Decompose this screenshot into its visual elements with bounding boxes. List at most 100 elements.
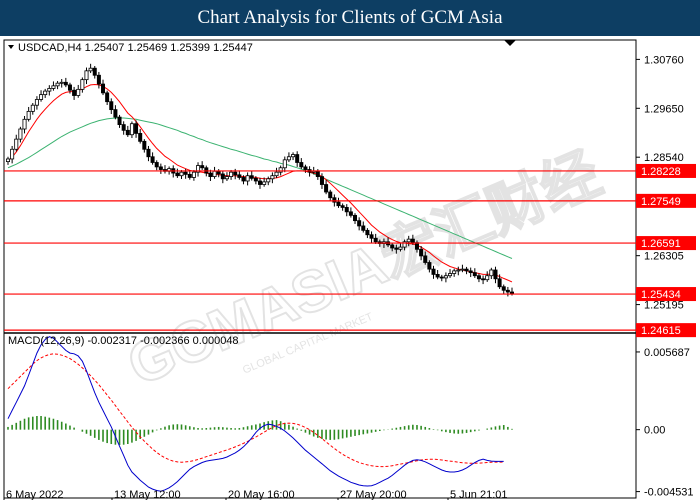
macd-tick-label: 0.005687 xyxy=(644,347,690,359)
candle-body xyxy=(175,172,180,177)
candle-body xyxy=(443,275,448,279)
candle-body xyxy=(30,104,35,112)
candle-body xyxy=(233,171,238,176)
candle-body xyxy=(179,171,184,177)
candle xyxy=(489,267,494,280)
candle-body xyxy=(158,166,163,170)
level-label: 1.26591 xyxy=(641,238,681,250)
candle-body xyxy=(423,255,428,263)
candle xyxy=(270,172,275,184)
candle xyxy=(361,221,366,233)
candle xyxy=(241,175,246,185)
candle xyxy=(220,170,225,184)
candle xyxy=(6,156,11,165)
candle xyxy=(10,145,15,164)
level-tag xyxy=(636,287,696,302)
candle-body xyxy=(6,158,11,163)
time-axis: 6 May 2022 13 May 12:00 20 May 16:00 27 May… xyxy=(3,489,508,500)
candle-body xyxy=(295,154,300,163)
candle-body xyxy=(84,70,89,81)
candle xyxy=(472,268,477,278)
candle xyxy=(63,77,68,88)
level-layer: 1.28228 1.27549 1.26591 1.25434 1.24615 xyxy=(4,163,696,338)
candle xyxy=(505,286,510,297)
candle xyxy=(423,251,428,265)
candle-body xyxy=(196,165,201,173)
candle-body xyxy=(431,268,436,275)
candle-body xyxy=(435,273,440,278)
price-axis: 1.30760 1.29650 1.28540 1.26305 1.25195 xyxy=(636,54,684,312)
candle xyxy=(439,274,444,282)
chart-canvas: GCMASIA宏汇财经 GLOBAL CAPITAL MARKET 1.2822… xyxy=(3,39,696,500)
candle-body xyxy=(142,140,147,150)
candle-body xyxy=(286,156,291,161)
candle-body xyxy=(398,246,403,250)
candle xyxy=(493,266,498,284)
plot-frame xyxy=(3,39,637,499)
macd-tick-label: -0.004531 xyxy=(644,487,694,499)
candle xyxy=(59,78,64,88)
candle-body xyxy=(121,124,126,131)
candle xyxy=(55,80,60,90)
candle xyxy=(14,134,19,152)
candle xyxy=(134,120,139,138)
candle-body xyxy=(117,116,122,125)
candle-body xyxy=(390,244,395,249)
candle-body xyxy=(109,101,114,111)
candle-body xyxy=(452,270,457,274)
candle-body xyxy=(373,237,378,243)
macd-header: MACD(12,26,9) -0.002317 -0.002366 0.0000… xyxy=(8,335,239,347)
macd-tick-label: 0.00 xyxy=(644,425,665,437)
candle xyxy=(464,266,469,275)
candle-body xyxy=(266,178,271,183)
candle-body xyxy=(319,176,324,185)
candle-body xyxy=(80,79,85,90)
candle-body xyxy=(138,133,143,142)
candle-body xyxy=(340,205,345,208)
candle-body xyxy=(448,273,453,277)
candle xyxy=(353,213,358,224)
shift-marker-icon[interactable] xyxy=(504,40,516,46)
candle xyxy=(365,228,370,239)
candle xyxy=(485,271,490,282)
candle xyxy=(142,139,147,153)
candle-body xyxy=(419,248,424,257)
candle-body xyxy=(324,184,329,193)
candle xyxy=(324,180,329,195)
ma-slow-layer xyxy=(7,117,513,259)
level-tag xyxy=(636,163,696,178)
candle xyxy=(43,88,48,98)
candle-body xyxy=(191,171,196,178)
candle-body xyxy=(464,268,469,272)
candle-body xyxy=(481,278,486,281)
candle xyxy=(286,152,291,163)
candle xyxy=(109,98,114,115)
candle-body xyxy=(253,177,258,182)
candle xyxy=(76,84,81,98)
candle-body xyxy=(208,172,213,177)
candle-body xyxy=(485,275,490,281)
candle-body xyxy=(76,88,81,96)
candle xyxy=(406,235,411,247)
level-label: 1.25434 xyxy=(641,289,681,301)
candle-body xyxy=(365,229,370,236)
time-tick-label: 5 Jun 21:01 xyxy=(450,489,508,500)
candle-body xyxy=(361,225,366,231)
candle-body xyxy=(18,128,23,140)
candle xyxy=(481,275,486,285)
candle xyxy=(476,273,481,283)
candle xyxy=(22,116,27,134)
candle-body xyxy=(402,241,407,248)
candle-body xyxy=(456,269,461,272)
symbol-menu-icon[interactable] xyxy=(8,45,14,49)
candle-body xyxy=(315,170,320,177)
candle-body xyxy=(291,154,296,158)
candle xyxy=(336,197,341,208)
candle-body xyxy=(332,197,337,203)
candle xyxy=(187,169,192,180)
candle-body xyxy=(497,278,502,288)
candle xyxy=(249,171,254,181)
candle-body xyxy=(468,270,473,274)
candle-body xyxy=(282,159,287,169)
candle-body xyxy=(274,171,279,177)
